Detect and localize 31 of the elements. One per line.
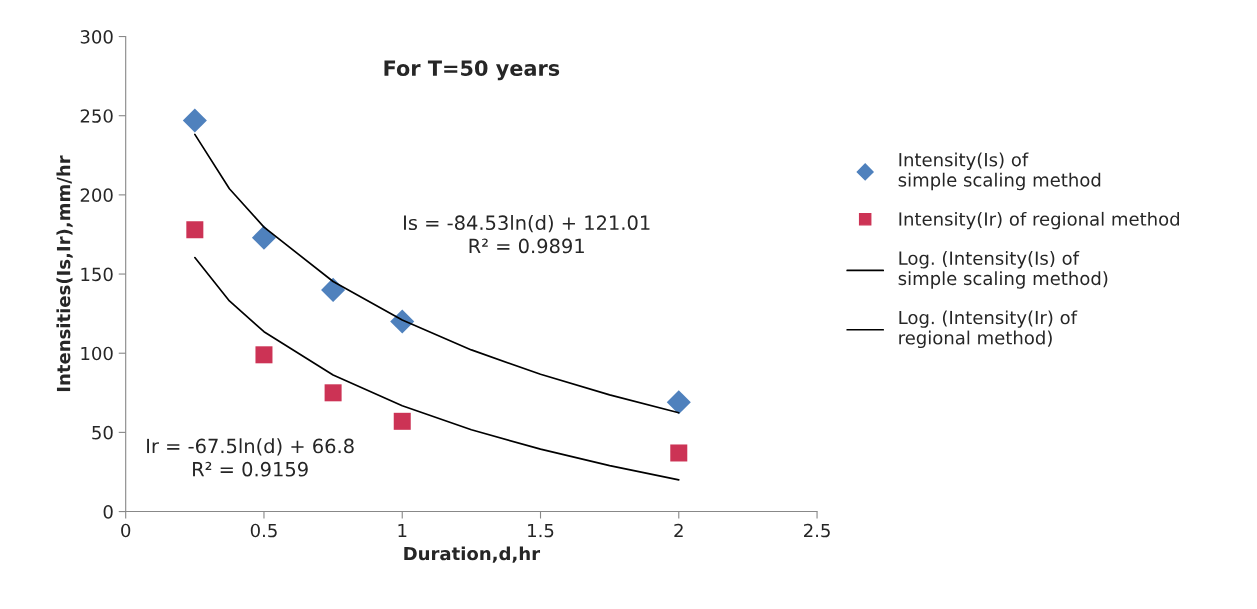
- x-tick-label: 2.5: [804, 523, 830, 538]
- y-tick-label: 300: [80, 30, 113, 44]
- y-tick-label: 50: [92, 425, 113, 440]
- y-axis-title: Intensities(Is,Ir),mm/hr: [56, 155, 73, 392]
- x-axis-title: Duration,d,hr: [404, 546, 541, 563]
- x-tick-label: 1.5: [528, 523, 554, 538]
- point: [251, 225, 276, 250]
- annotation: Is = -84.53ln(d) + 121.01 R² = 0.9891: [404, 215, 650, 254]
- point: [393, 412, 411, 430]
- x-tick-label: 1: [398, 523, 407, 538]
- legend-label: Intensity(Is) of simple scaling method: [898, 152, 1101, 191]
- point: [666, 390, 691, 415]
- point: [670, 444, 688, 462]
- x-tick-label: 2: [674, 523, 683, 538]
- y-tick-label: 100: [81, 346, 113, 361]
- legend-label: Log. (Intensity(Ir) of regional method): [899, 310, 1078, 349]
- legend-label: Log. (Intensity(Is) of simple scaling method): [898, 251, 1108, 289]
- point: [182, 108, 207, 133]
- y-tick-label: 200: [80, 188, 113, 202]
- point: [324, 384, 342, 402]
- point: [186, 221, 204, 239]
- y-tick-label: 0: [103, 505, 113, 519]
- y-tick-label: 150: [81, 267, 113, 282]
- legend-label: Intensity(Ir) of regional method: [899, 211, 1179, 230]
- x-tick-label: 0: [121, 523, 131, 538]
- y-tick-label: 250: [80, 109, 113, 123]
- text: For T=50 years: [384, 60, 560, 81]
- point: [255, 346, 273, 364]
- point: [321, 277, 346, 302]
- annotation: Ir = -67.5ln(d) + 66.8 R² = 0.9159: [147, 438, 354, 477]
- x-tick-label: 0.5: [250, 523, 277, 538]
